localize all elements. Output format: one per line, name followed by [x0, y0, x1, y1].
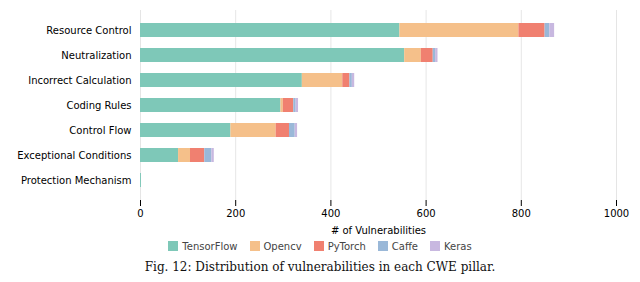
svg-text:400: 400 — [321, 208, 340, 219]
svg-text:Coding Rules: Coding Rules — [66, 100, 131, 111]
svg-text:600: 600 — [417, 208, 436, 219]
svg-text:Protection Mechanism: Protection Mechanism — [21, 175, 132, 186]
svg-text:Exceptional Conditions: Exceptional Conditions — [17, 150, 131, 161]
html-text:Fig. 12: Distribution of vulne: Fig. 12: Distribution of vulnerabilities… — [144, 260, 496, 274]
html-text:Opencv: Opencv — [263, 240, 302, 252]
svg-text:0: 0 — [137, 208, 143, 219]
svg-text:Incorrect Calculation: Incorrect Calculation — [28, 75, 131, 86]
html-text:PyTorch: PyTorch — [327, 240, 366, 252]
svg-text:Resource Control: Resource Control — [46, 25, 131, 36]
html-text:Caffe: Caffe — [391, 240, 418, 252]
html-text:Keras: Keras — [444, 240, 472, 252]
svg-text:Control Flow: Control Flow — [69, 125, 131, 136]
svg-text:# of Vulnerabilities: # of Vulnerabilities — [331, 225, 426, 236]
svg-text:Neutralization: Neutralization — [61, 50, 131, 61]
svg-text:800: 800 — [512, 208, 531, 219]
svg-text:1000: 1000 — [604, 208, 629, 219]
html-text:TensorFlow: TensorFlow — [182, 240, 238, 252]
svg-text:200: 200 — [226, 208, 245, 219]
